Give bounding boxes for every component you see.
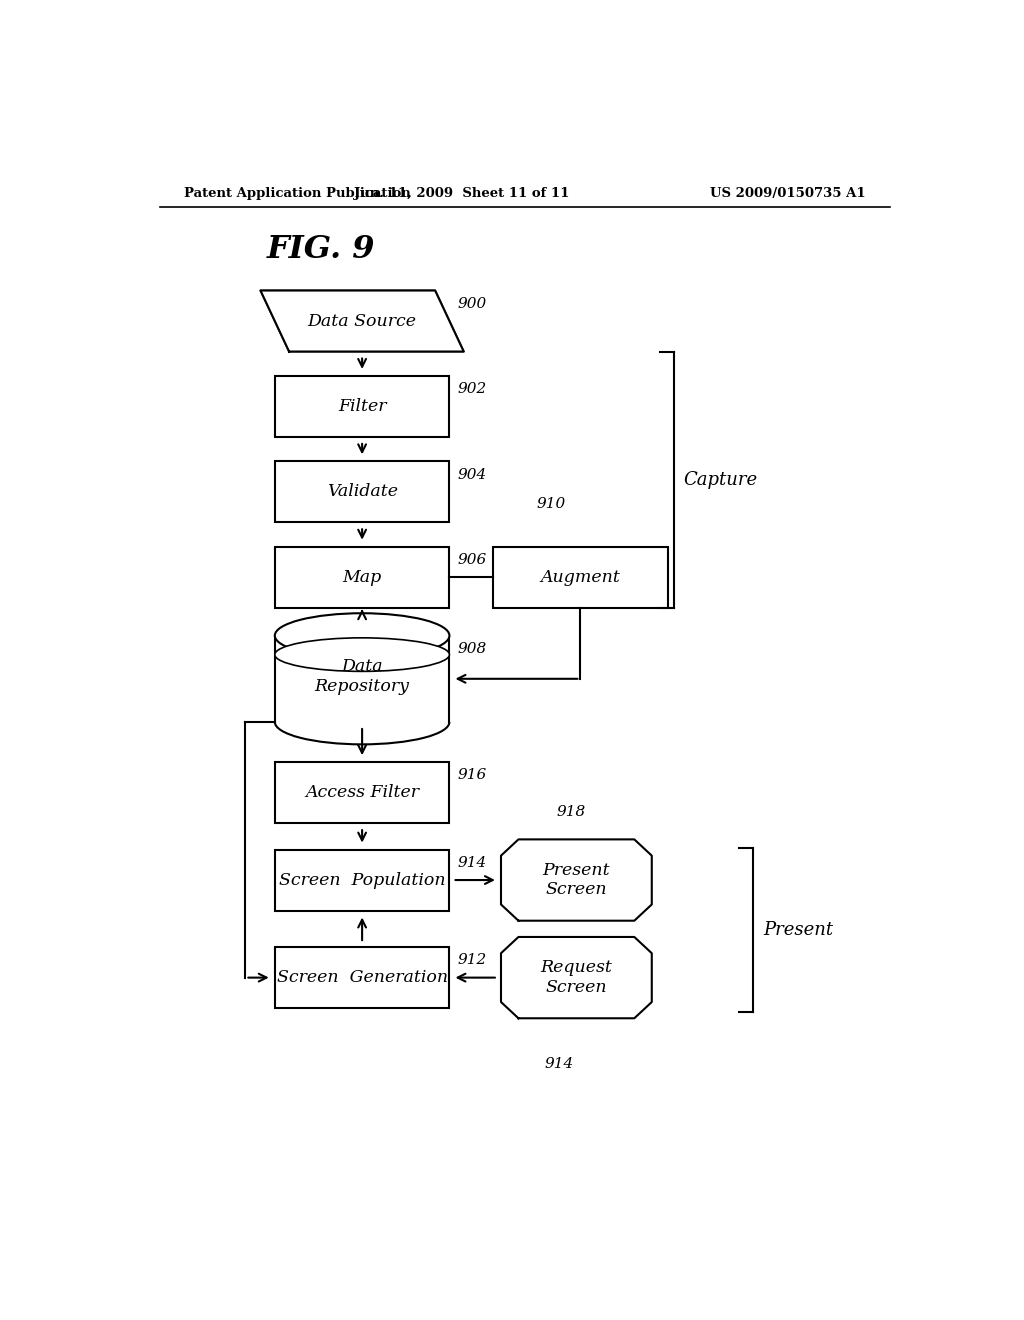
Text: US 2009/0150735 A1: US 2009/0150735 A1 — [711, 187, 866, 201]
Text: Access Filter: Access Filter — [305, 784, 419, 801]
Polygon shape — [501, 937, 651, 1018]
Polygon shape — [501, 840, 651, 921]
Text: Augment: Augment — [541, 569, 621, 586]
Text: Validate: Validate — [327, 483, 397, 500]
Text: 908: 908 — [458, 642, 486, 656]
Polygon shape — [260, 290, 464, 351]
Text: Present: Present — [763, 921, 833, 939]
Text: Data
Repository: Data Repository — [314, 659, 410, 694]
Text: Present
Screen: Present Screen — [543, 862, 610, 899]
Text: Filter: Filter — [338, 397, 386, 414]
Text: 912: 912 — [458, 953, 486, 968]
Text: Screen  Population: Screen Population — [279, 871, 445, 888]
Text: 910: 910 — [537, 498, 566, 511]
Text: Jun. 11, 2009  Sheet 11 of 11: Jun. 11, 2009 Sheet 11 of 11 — [353, 187, 569, 201]
Text: Data Source: Data Source — [307, 313, 417, 330]
Text: 914: 914 — [458, 855, 486, 870]
Text: FIG. 9: FIG. 9 — [267, 235, 376, 265]
Bar — [274, 636, 450, 722]
Text: 916: 916 — [458, 768, 486, 783]
Text: Map: Map — [342, 569, 382, 586]
Bar — [274, 461, 450, 523]
Ellipse shape — [274, 638, 450, 672]
Bar — [274, 376, 450, 437]
Bar — [274, 850, 450, 911]
Text: 902: 902 — [458, 383, 486, 396]
Bar — [274, 948, 450, 1008]
Bar — [274, 762, 450, 824]
Text: 918: 918 — [556, 805, 586, 818]
Text: 914: 914 — [545, 1057, 573, 1071]
Text: 906: 906 — [458, 553, 486, 568]
Text: 904: 904 — [458, 467, 486, 482]
Bar — [274, 546, 450, 607]
Ellipse shape — [274, 614, 450, 657]
Bar — [494, 546, 668, 607]
Text: 900: 900 — [458, 297, 486, 312]
Text: Request
Screen: Request Screen — [541, 960, 612, 995]
Text: Patent Application Publication: Patent Application Publication — [183, 187, 411, 201]
Text: Capture: Capture — [684, 471, 758, 488]
Text: Screen  Generation: Screen Generation — [276, 969, 447, 986]
